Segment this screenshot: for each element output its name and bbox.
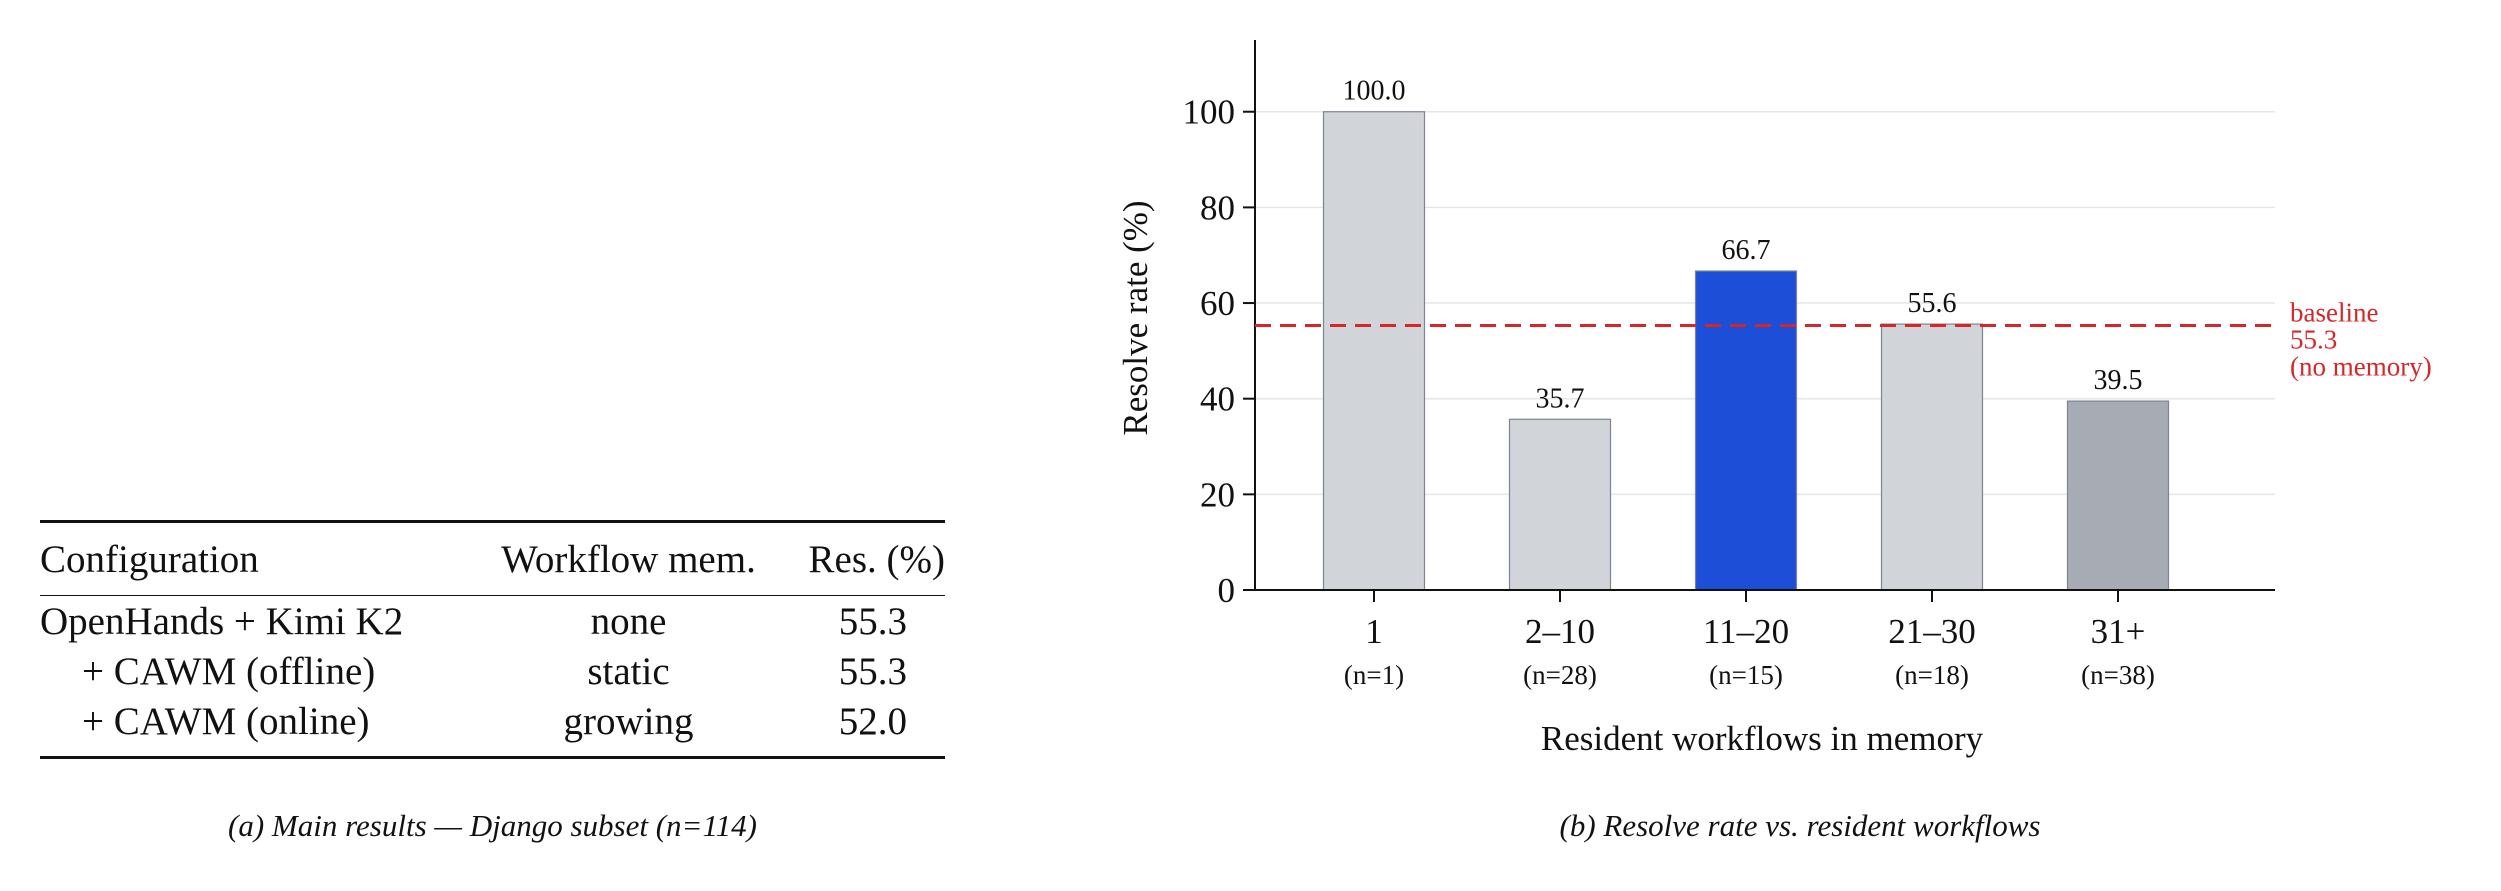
y-tick-label: 80 (1200, 188, 1235, 227)
x-tick-sublabel: (n=1) (1344, 660, 1404, 690)
bar-value-label: 35.7 (1536, 383, 1585, 414)
baseline-label: (no memory) (2290, 352, 2432, 382)
row-memory: none (590, 599, 667, 643)
bar (1880, 323, 1984, 591)
label-layer: 100.0 35.7 66.7 55.6 39.5 Resident workflows … (1116, 76, 2143, 758)
bar-value-label: 39.5 (2094, 365, 2143, 396)
row-resolve-rate: 55.3 (838, 599, 907, 643)
bar-value-label: 100.0 (1343, 76, 1406, 107)
results-table: Configuration Workflow mem. Res. (%) Ope… (40, 523, 945, 756)
bar (1322, 111, 1426, 591)
baseline-label: baseline (2290, 298, 2378, 328)
row-memory: growing (563, 699, 694, 743)
table-caption: (a) Main results — Django subset (n=114) (228, 808, 757, 843)
table-row: OpenHands + Kimi K2 none 55.3 (40, 596, 945, 646)
row-memory: static (587, 649, 670, 693)
x-tick-label: 21–30 (1888, 612, 1976, 651)
x-tick-sublabel: (n=15) (1709, 660, 1783, 690)
bar-value-label: 55.6 (1908, 288, 1957, 319)
header-workflow-memory: Workflow mem. (501, 537, 756, 581)
x-tick-label: 31+ (2091, 612, 2146, 651)
x-tick-sublabel: (n=28) (1523, 660, 1597, 690)
row-resolve-rate: 55.3 (838, 649, 907, 693)
table-row: + CAWM (offline) static 55.3 (40, 646, 945, 696)
y-axis-label: Resolve rate (%) (1116, 200, 1155, 435)
x-axis-label: Resident workflows in memory (1541, 719, 1984, 758)
y-tick-label: 40 (1200, 380, 1235, 419)
x-tick-sublabel: (n=18) (1895, 660, 1969, 690)
table-bottom-rule (40, 756, 945, 759)
bar (1508, 418, 1612, 591)
x-tick-sublabel: (n=38) (2081, 660, 2155, 690)
x-tick-label: 11–20 (1703, 612, 1789, 651)
y-tick-label: 0 (1218, 571, 1236, 610)
x-tick-label: 1 (1365, 612, 1383, 651)
bar-value-label: 66.7 (1722, 235, 1771, 266)
y-tick-label: 100 (1183, 93, 1236, 132)
x-tick-label: 2–10 (1525, 612, 1595, 651)
y-tick-label: 20 (1200, 475, 1235, 514)
table-mid-rule (40, 595, 945, 596)
row-configuration: + CAWM (online) (82, 699, 370, 743)
bar (1694, 270, 1798, 591)
header-configuration: Configuration (40, 537, 259, 581)
table-row: + CAWM (online) growing 52.0 (40, 696, 945, 756)
bar (2066, 400, 2170, 591)
row-resolve-rate: 52.0 (838, 699, 907, 743)
chart-caption: (b) Resolve rate vs. resident workflows (1559, 808, 2041, 843)
bar-layer (1322, 111, 2170, 591)
axis-layer: 0 20 40 60 80 100 1 (n=1) 2–10 (n=28) 11–20 (n=15) 2… (1183, 40, 2275, 690)
header-resolve-rate: Res. (%) (808, 537, 945, 581)
row-configuration: OpenHands + Kimi K2 (40, 599, 404, 643)
table-header-row: Configuration Workflow mem. Res. (%) (40, 523, 945, 595)
results-table-panel: Configuration Workflow mem. Res. (%) Ope… (40, 520, 945, 759)
baseline-label: 55.3 (2290, 325, 2337, 355)
y-tick-label: 60 (1200, 284, 1235, 323)
row-configuration: + CAWM (offline) (82, 649, 376, 693)
table-top-rule (40, 520, 945, 523)
